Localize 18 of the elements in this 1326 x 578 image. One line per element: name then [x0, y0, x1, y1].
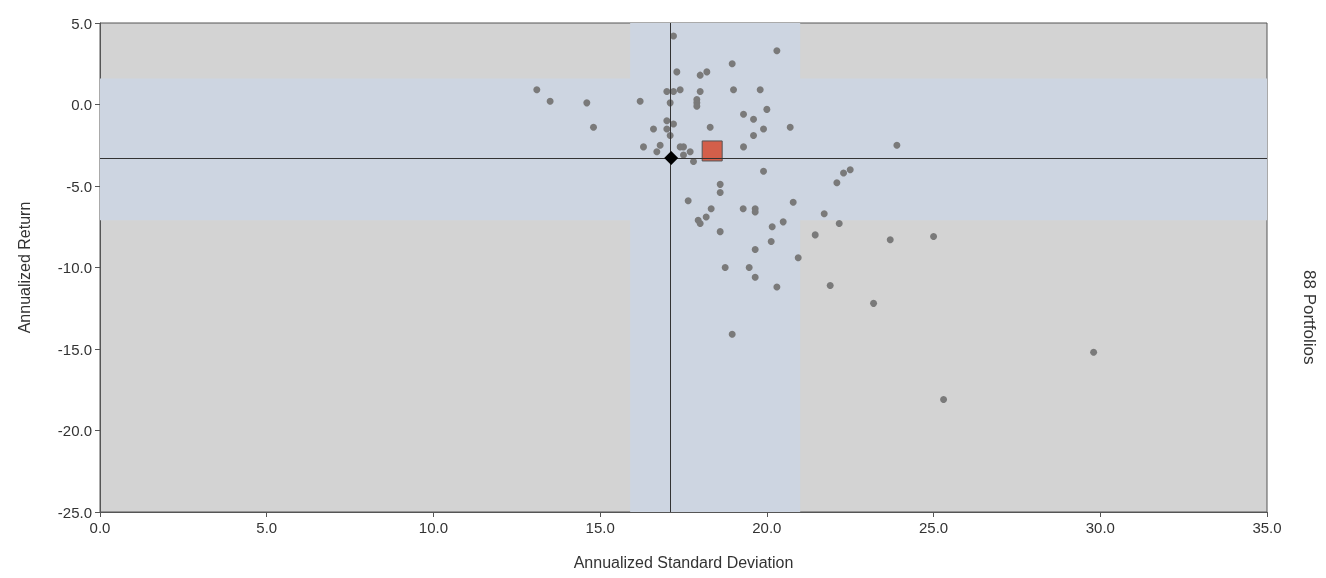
x-tick-label: 5.0 — [256, 519, 278, 536]
x-tick-label: 0.0 — [89, 519, 111, 536]
y-tick-label: -15.0 — [57, 340, 92, 358]
x-tick-label: 10.0 — [418, 519, 449, 536]
x-axis-title: Annualized Standard Deviation — [573, 553, 794, 571]
y-tick-label: -5.0 — [66, 177, 92, 195]
y-tick-label: -10.0 — [57, 259, 92, 276]
y-tick-label: -25.0 — [57, 503, 92, 521]
x-tick-label: 25.0 — [918, 519, 949, 536]
y-tick-label: -20.0 — [57, 422, 92, 439]
y-tick-label: 0.0 — [71, 96, 92, 113]
text: 88 Portfolios — [1300, 270, 1319, 365]
x-tick-label: 35.0 — [1252, 519, 1282, 536]
x-tick-label: 15.0 — [585, 519, 615, 536]
y-tick-label: 5.0 — [71, 14, 92, 32]
x-tick-label: 20.0 — [752, 519, 782, 536]
y-axis-title: Annualized Return — [15, 201, 33, 334]
x-tick-label: 30.0 — [1085, 519, 1115, 536]
